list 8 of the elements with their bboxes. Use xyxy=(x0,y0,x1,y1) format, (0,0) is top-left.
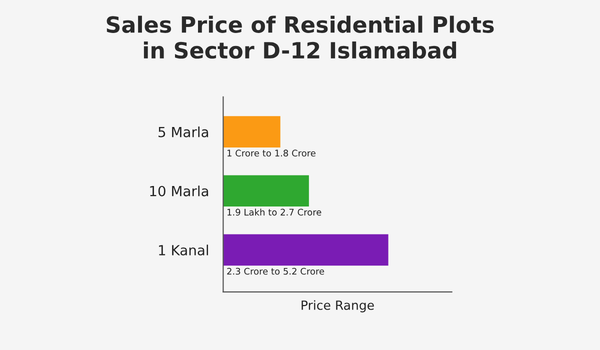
y-tick-label: 10 Marla xyxy=(150,186,208,196)
data-label: 1 Crore to 1.8 Crore xyxy=(227,150,316,157)
x-axis-title: Price Range xyxy=(302,300,374,312)
data-label: 2.3 Crore to 5.2 Crore xyxy=(227,268,324,275)
y-tick-label: 1 Kanal xyxy=(159,244,208,256)
chart-title: Sales Price of Residential Plots in Sector D-12 Islamabad xyxy=(106,16,494,59)
y-tick-label: 5 Marla xyxy=(158,126,208,138)
data-label: 1.9 Lakh to 2.7 Crore xyxy=(227,208,322,216)
